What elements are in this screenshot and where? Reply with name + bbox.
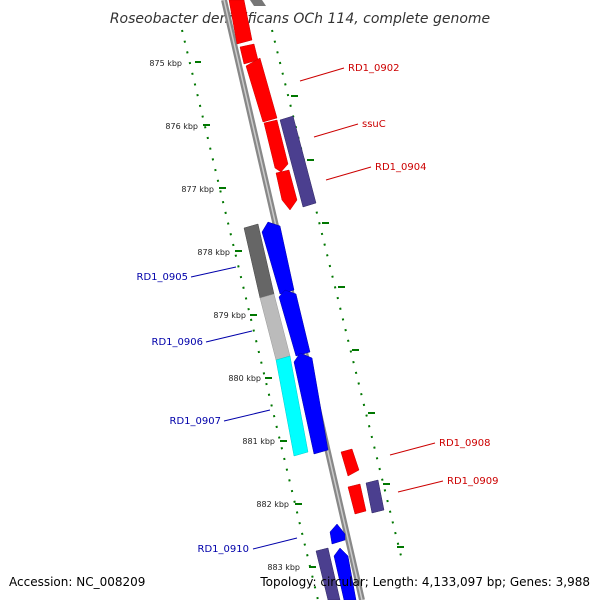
gene-grey-top[interactable] (250, 0, 266, 6)
gene-label-rd1-0910[interactable]: RD1_0910 (198, 544, 249, 555)
gene-label-rd1-0906[interactable]: RD1_0906 (152, 337, 203, 348)
gene-ssuc[interactable] (279, 115, 317, 208)
gene-rd1-0909-purple[interactable] (365, 479, 385, 514)
purple-genes (279, 115, 385, 600)
reverse-label-lines (190, 266, 298, 550)
gene-label-rd1-0908[interactable]: RD1_0908 (439, 438, 490, 449)
gene-arrow-rd1-0908[interactable] (340, 448, 360, 477)
inner-major-ticks (195, 61, 316, 568)
gene-blue-5[interactable] (333, 547, 357, 600)
tick-label-877: 877 kbp (181, 185, 214, 194)
gene-rd1-0910[interactable] (315, 547, 341, 600)
gene-label-rd1-0902[interactable]: RD1_0902 (348, 63, 399, 74)
tick-label-878: 878 kbp (197, 248, 230, 257)
gene-label-rd1-0909[interactable]: RD1_0909 (447, 476, 498, 487)
tick-label-883: 883 kbp (267, 563, 300, 572)
gene-arrow-top[interactable] (228, 0, 253, 45)
tick-label-881: 881 kbp (242, 437, 275, 446)
tick-label-876: 876 kbp (165, 122, 198, 131)
gene-arrow-ssuc-partner[interactable] (263, 119, 289, 173)
gene-arrow-rd1-0909[interactable] (347, 483, 367, 515)
forward-label-lines (299, 67, 444, 493)
gene-arrow-rd1-0904[interactable] (275, 169, 298, 211)
genome-summary-text: Topology: circular; Length: 4,133,097 bp… (259, 575, 590, 589)
gene-blue-1[interactable] (261, 221, 295, 295)
tick-label-880: 880 kbp (228, 374, 261, 383)
tick-label-882: 882 kbp (256, 500, 289, 509)
gene-label-rd1-0907[interactable]: RD1_0907 (170, 416, 221, 427)
gene-blue-3[interactable] (293, 352, 329, 455)
gene-label-ssuc[interactable]: ssuC (362, 119, 386, 130)
outer-major-ticks (291, 95, 404, 548)
gene-label-rd1-0905[interactable]: RD1_0905 (137, 272, 188, 283)
gene-rd1-0907-cyan[interactable] (275, 355, 309, 457)
accession-text: Accession: NC_008209 (9, 575, 145, 589)
reverse-genes (243, 221, 357, 600)
tick-label-875: 875 kbp (149, 59, 182, 68)
gene-blue-4[interactable] (329, 523, 346, 545)
gene-label-rd1-0904[interactable]: RD1_0904 (375, 162, 426, 173)
map-title: Roseobacter denitrificans OCh 114, compl… (110, 11, 490, 27)
forward-genes (228, 0, 367, 515)
tick-label-879: 879 kbp (213, 311, 246, 320)
gene-blue-2[interactable] (278, 289, 311, 357)
grey-top-gene (250, 0, 266, 6)
gene-arrow-rd1-0902[interactable] (245, 57, 278, 123)
